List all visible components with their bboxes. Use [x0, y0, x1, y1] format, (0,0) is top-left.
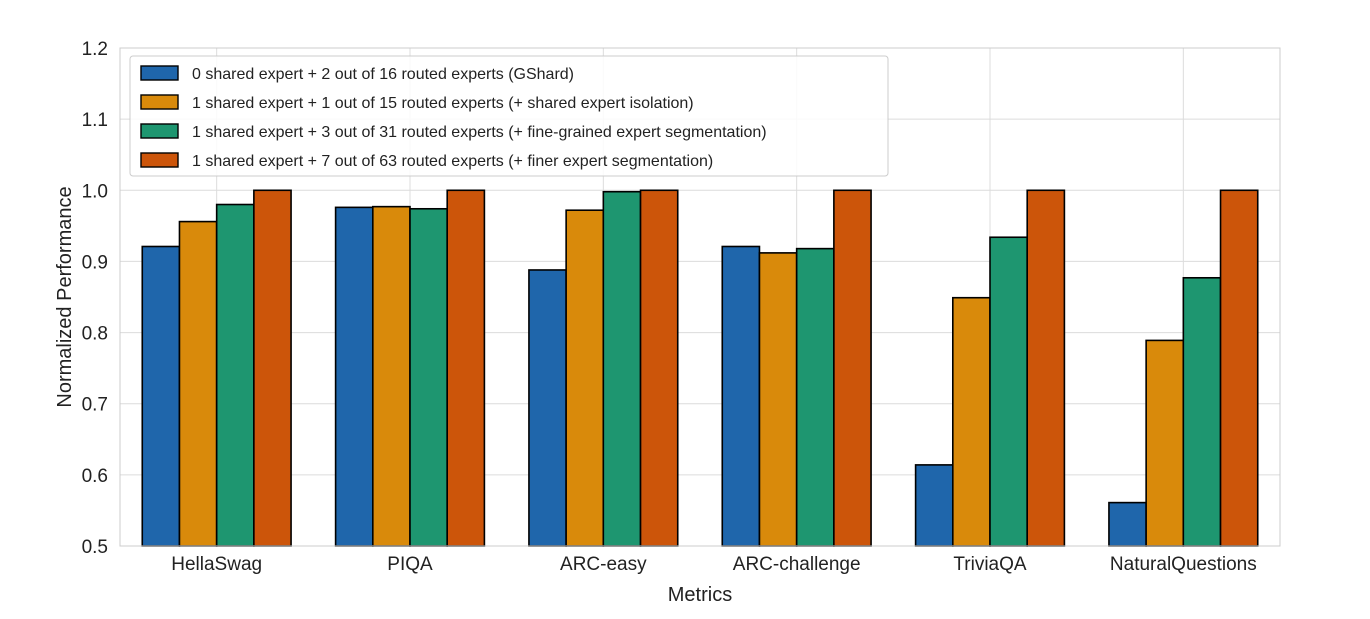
bar-series-0-arc-easy	[528, 269, 567, 547]
bars	[141, 189, 1259, 547]
bar-series-2-arc-easy	[602, 190, 642, 547]
y-tick-label: 0.6	[82, 466, 108, 487]
bar-series-2-arc-challenge	[795, 247, 835, 547]
x-axis-ticks: HellaSwag PIQA ARC-easy ARC-challenge Trivia…	[171, 554, 1256, 575]
x-axis-label: Metrics	[668, 584, 732, 606]
bar-series-0-naturalquestions	[1108, 501, 1147, 547]
bar-series-1-naturalquestions	[1145, 339, 1185, 547]
bar-series-0-triviaqa	[914, 464, 954, 547]
legend-label: 1 shared expert + 7 out of 63 routed exp…	[192, 153, 713, 170]
legend-swatch	[140, 123, 179, 139]
legend-swatch	[140, 94, 179, 110]
plot-frame	[119, 47, 1281, 547]
x-tick-label: NaturalQuestions	[1110, 554, 1257, 575]
bar-series-1-piqa	[371, 205, 411, 547]
bar-series-0-arc-challenge	[721, 245, 761, 547]
x-tick-label: ARC-easy	[560, 554, 647, 575]
legend-label: 0 shared expert + 2 out of 16 routed exp…	[192, 66, 574, 83]
y-tick-label: 0.8	[82, 324, 108, 345]
x-tick-label: TriviaQA	[953, 554, 1027, 575]
legend-swatch	[140, 65, 179, 81]
bar-series-3-hellaswag	[253, 189, 292, 547]
bar-series-1-arc-challenge	[758, 252, 798, 547]
bar-series-3-naturalquestions	[1219, 189, 1259, 547]
bar-series-3-arc-easy	[639, 189, 679, 547]
legend-label: 1 shared expert + 1 out of 15 routed exp…	[192, 95, 694, 112]
x-tick-label: ARC-challenge	[733, 554, 861, 575]
bar-series-3-triviaqa	[1026, 189, 1066, 547]
bar-series-1-triviaqa	[951, 296, 991, 547]
bar-series-1-arc-easy	[565, 209, 605, 547]
y-tick-label: 0.9	[82, 252, 108, 273]
bar-series-0-piqa	[334, 206, 374, 547]
bar-series-2-triviaqa	[989, 236, 1029, 547]
y-axis-ticks: 0.5 0.6 0.7 0.8 0.9 1.0 1.1 1.2	[82, 39, 108, 558]
y-tick-label: 1.0	[82, 181, 108, 202]
bar-series-3-arc-challenge	[833, 189, 872, 547]
bar-series-2-naturalquestions	[1182, 276, 1222, 547]
y-tick-label: 0.7	[82, 395, 108, 416]
legend-box	[129, 55, 889, 177]
legend-swatch	[140, 152, 179, 168]
x-tick-label: PIQA	[387, 554, 433, 575]
y-tick-label: 1.2	[82, 39, 108, 60]
y-tick-label: 0.5	[82, 537, 108, 558]
legend: 0 shared expert + 2 out of 16 routed exp…	[129, 55, 889, 177]
bar-series-1-hellaswag	[178, 220, 218, 547]
y-tick-label: 1.1	[82, 110, 108, 131]
bar-series-3-piqa	[446, 189, 486, 547]
legend-label: 1 shared expert + 3 out of 31 routed exp…	[192, 124, 767, 141]
bar-series-2-piqa	[409, 207, 449, 547]
x-tick-label: HellaSwag	[171, 554, 262, 575]
bar-series-0-hellaswag	[141, 245, 181, 547]
bar-series-2-hellaswag	[215, 203, 255, 547]
y-axis-label: Normalized Performance	[54, 186, 76, 407]
